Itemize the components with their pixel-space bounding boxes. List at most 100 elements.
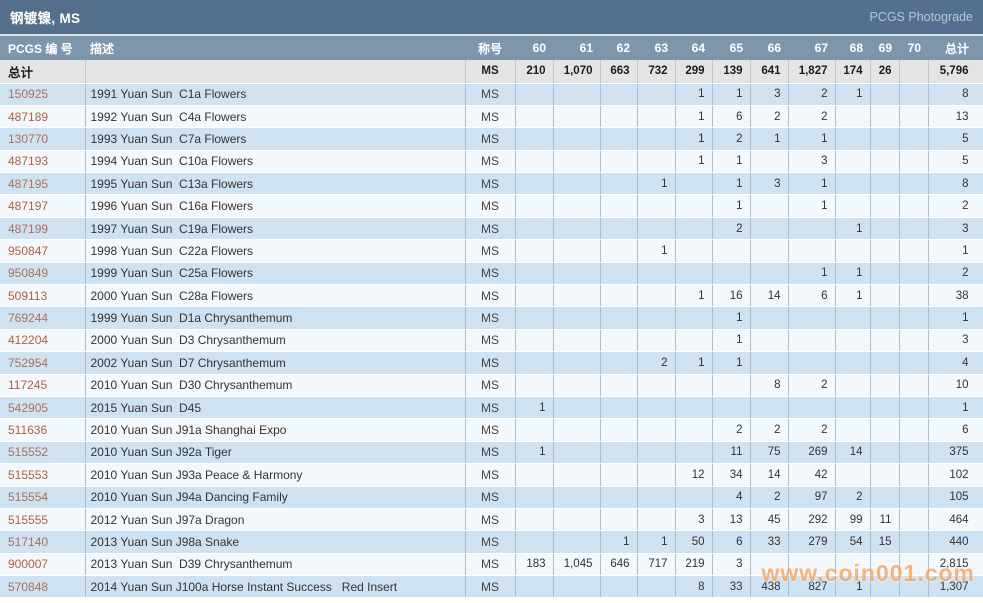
pcgs-number-link[interactable]: 412204 [8, 333, 49, 348]
grade-count-cell: 2 [788, 418, 836, 442]
grade-count-cell [750, 329, 789, 353]
pcgs-number-cell: 487197 [0, 194, 86, 218]
designation-cell: MS [465, 172, 516, 196]
grade-count-cell [750, 553, 789, 577]
grade-count-cell: 1 [712, 150, 751, 174]
grade-count-cell [835, 306, 871, 330]
pcgs-number-link[interactable]: 130770 [8, 131, 49, 146]
pcgs-number-link[interactable]: 900007 [8, 557, 49, 572]
grade-count-cell [553, 172, 601, 196]
title-bar: 钢镀镍, MS PCGS Photograde [0, 0, 983, 36]
pcgs-number-link[interactable]: 487189 [8, 109, 49, 124]
pcgs-number-link[interactable]: 515554 [8, 490, 49, 505]
grade-count-cell [600, 575, 638, 599]
grade-count-cell: 2 [788, 83, 836, 106]
column-header-total: 总计 [928, 36, 983, 60]
grade-count-cell [750, 194, 789, 218]
pcgs-number-link[interactable]: 570848 [8, 579, 49, 594]
grade-count-cell [870, 284, 900, 308]
row-total-cell: 10 [928, 374, 983, 397]
grade-count-cell [515, 262, 554, 286]
coin-description: 2000 Yuan Sun D3 Chrysanthemum [85, 329, 466, 353]
pcgs-number-cell: 570848 [0, 575, 86, 599]
grade-count-cell [750, 306, 789, 330]
grade-count-cell: 1 [835, 262, 871, 286]
pcgs-number-link[interactable]: 150925 [8, 87, 49, 102]
coin-description: 1996 Yuan Sun C16a Flowers [85, 194, 466, 218]
table-row: 487189 1992 Yuan Sun C4a Flowers MS 1 6 2 2 13 [0, 105, 983, 129]
grade-count-cell: 1 [675, 105, 713, 129]
grade-count-cell [899, 486, 929, 509]
grade-count-cell: 6 [712, 105, 751, 129]
grade-count-cell [637, 575, 676, 599]
pcgs-number-cell: 515552 [0, 441, 86, 465]
pcgs-number-link[interactable]: 515552 [8, 445, 49, 460]
row-total-cell: 8 [928, 83, 983, 106]
pcgs-number-link[interactable]: 542905 [8, 400, 49, 415]
designation-cell: MS [465, 217, 516, 241]
pcgs-number-link[interactable]: 487199 [8, 221, 49, 236]
totals-label: 总计 [0, 60, 86, 84]
row-total-cell: 1,307 [928, 575, 983, 599]
pcgs-number-link[interactable]: 517140 [8, 535, 49, 549]
pcgs-number-link[interactable]: 769244 [8, 311, 49, 326]
grade-count-cell [637, 508, 676, 532]
grade-count-cell [675, 396, 713, 420]
grade-count-cell [515, 284, 554, 308]
coin-description: 2010 Yuan Sun J92a Tiger [85, 441, 466, 465]
coin-description: 2000 Yuan Sun C28a Flowers [85, 284, 466, 308]
pcgs-number-cell: 752954 [0, 351, 86, 375]
table-row: 900007 2013 Yuan Sun D39 Chrysanthemum MS 1… [0, 553, 983, 577]
grade-count-cell: 15 [870, 530, 900, 554]
grade-count-cell [600, 306, 638, 330]
grade-count-cell [712, 396, 751, 420]
pcgs-number-link[interactable]: 515555 [8, 512, 49, 527]
pcgs-number-link[interactable]: 515553 [8, 467, 49, 482]
column-header-grade-62: 62 [600, 36, 637, 60]
grade-count-cell [870, 396, 900, 420]
designation-cell: MS [465, 463, 516, 487]
pcgs-number-link[interactable]: 950847 [8, 243, 49, 258]
grade-count-cell [870, 329, 900, 353]
row-total-cell: 1 [928, 306, 983, 330]
grade-count-cell [600, 83, 638, 106]
grade-count-cell [870, 486, 900, 509]
grade-count-cell: 14 [835, 441, 871, 465]
pcgs-number-link[interactable]: 117245 [8, 378, 48, 393]
coin-description: 2010 Yuan Sun D30 Chrysanthemum [85, 374, 466, 397]
pcgs-number-link[interactable]: 752954 [8, 355, 49, 370]
coin-description: 1992 Yuan Sun C4a Flowers [85, 105, 466, 129]
grade-count-cell [637, 127, 676, 151]
grade-count-cell [515, 351, 554, 375]
pcgs-number-link[interactable]: 509113 [8, 288, 48, 303]
column-header-designation: 称号 [465, 36, 515, 60]
column-header-grade-69: 69 [870, 36, 899, 60]
pcgs-number-link[interactable]: 487195 [8, 176, 49, 191]
grade-count-cell [515, 463, 554, 487]
grade-count-cell [637, 83, 676, 106]
coin-description: 1999 Yuan Sun C25a Flowers [85, 262, 466, 286]
pcgs-number-cell: 487193 [0, 150, 86, 174]
grade-count-cell [750, 150, 789, 174]
grade-count-cell [637, 418, 676, 442]
pcgs-number-link[interactable]: 487197 [8, 199, 49, 214]
table-row: 515553 2010 Yuan Sun J93a Peace & Harmony… [0, 463, 983, 487]
pcgs-number-link[interactable]: 950849 [8, 266, 49, 281]
grade-count-cell [553, 306, 601, 330]
table-row: 515555 2012 Yuan Sun J97a Dragon MS 3 13 45 29… [0, 508, 983, 532]
grade-count-cell [899, 508, 929, 532]
pcgs-number-link[interactable]: 511636 [8, 423, 48, 438]
pcgs-number-cell: 542905 [0, 396, 86, 420]
grade-count-cell [600, 329, 638, 353]
grade-count-cell [553, 508, 601, 532]
grade-count-cell [553, 329, 601, 353]
grade-count-cell: 4 [712, 486, 751, 509]
pcgs-number-link[interactable]: 487193 [8, 154, 49, 169]
column-header-grade-70: 70 [899, 36, 928, 60]
coin-description: 2010 Yuan Sun J91a Shanghai Expo [85, 418, 466, 442]
coin-description: 1995 Yuan Sun C13a Flowers [85, 172, 466, 196]
grade-count-cell: 3 [750, 83, 789, 106]
coin-description: 2002 Yuan Sun D7 Chrysanthemum [85, 351, 466, 375]
grade-count-cell [899, 262, 929, 286]
row-total-cell: 375 [928, 441, 983, 465]
